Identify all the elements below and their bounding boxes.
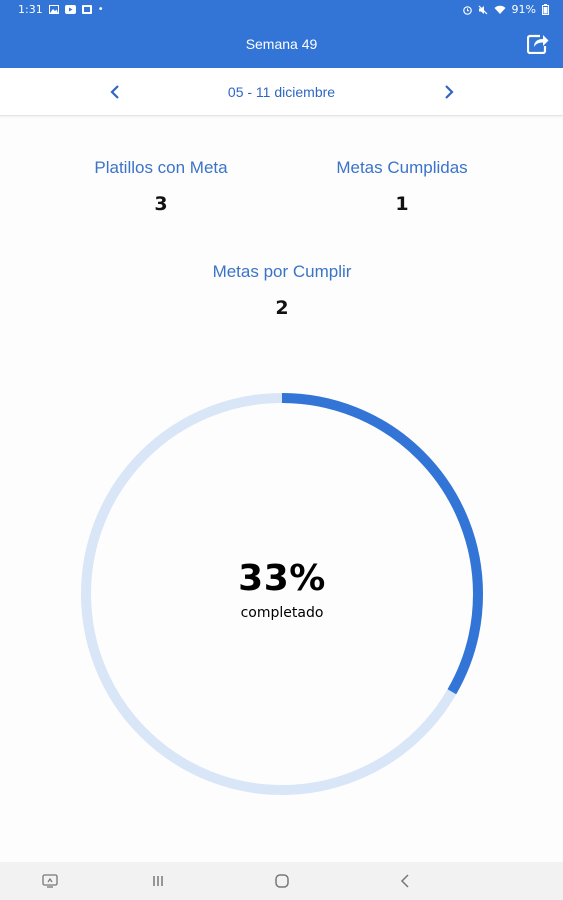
stat-value: 1: [395, 193, 409, 215]
system-nav-bar: [0, 862, 563, 900]
recents-button[interactable]: [148, 871, 168, 891]
chevron-left-icon: [110, 85, 119, 99]
progress-ring: 33% completado: [80, 392, 484, 796]
back-icon: [400, 874, 409, 888]
next-week-button[interactable]: [437, 80, 461, 104]
gallery-icon: [48, 5, 59, 14]
date-range: 05 - 11 diciembre: [227, 83, 336, 100]
date-navigation: 05 - 11 diciembre: [0, 68, 563, 116]
page-title: Semana 49: [245, 35, 318, 52]
progress-center: 33% completado: [80, 392, 484, 796]
stat-label: Platillos con Meta: [94, 158, 228, 177]
progress-ring-graphic: [81, 393, 483, 795]
progress-ring-fill: [81, 393, 483, 795]
app-bar: Semana 49: [0, 19, 563, 68]
stat-goals-pending: Metas por Cumplir 2: [162, 262, 402, 319]
dot-icon: •: [97, 3, 104, 15]
share-button[interactable]: [525, 31, 551, 57]
home-icon: [275, 874, 289, 888]
mute-icon: [478, 5, 487, 14]
progress-label: completado: [240, 604, 324, 621]
status-bar-left: 1:31 •: [18, 3, 104, 16]
status-time: 1:31: [18, 3, 43, 16]
share-icon: [527, 34, 549, 54]
stat-dishes-with-goal: Platillos con Meta 3: [41, 158, 281, 215]
stat-value: 2: [275, 297, 289, 319]
previous-week-button[interactable]: [103, 80, 127, 104]
status-bar-right: 91%: [462, 3, 549, 16]
home-button[interactable]: [272, 871, 292, 891]
stat-label: Metas Cumplidas: [336, 158, 468, 177]
youtube-icon: [64, 5, 76, 14]
stat-label: Metas por Cumplir: [212, 262, 352, 281]
progress-percent: 33%: [238, 557, 326, 599]
stat-goals-met: Metas Cumplidas 1: [282, 158, 522, 215]
image-icon: [81, 5, 92, 14]
back-button[interactable]: [395, 871, 415, 891]
battery-icon: [542, 4, 549, 15]
wifi-icon: [494, 5, 506, 14]
chevron-right-icon: [445, 85, 454, 99]
status-bar: 1:31 • 91%: [0, 0, 563, 19]
screenshot-icon: [42, 874, 58, 888]
recents-icon: [153, 876, 163, 886]
battery-percent: 91%: [511, 3, 536, 16]
screenshot-button[interactable]: [40, 871, 60, 891]
stat-value: 3: [154, 193, 168, 215]
alarm-icon: [462, 5, 472, 15]
